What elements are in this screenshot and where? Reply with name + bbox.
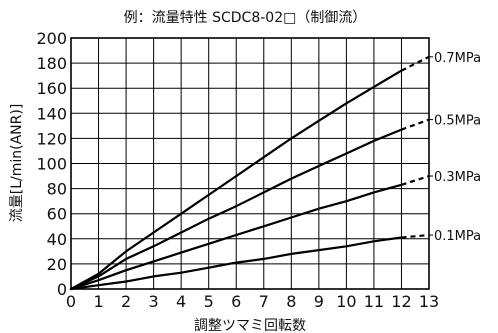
series-label-0-3mpa: 0.3MPa: [434, 170, 481, 185]
y-tick-label: 180: [36, 54, 67, 73]
x-tick-label: 0: [66, 292, 76, 311]
series-extrapolation-0-5mpa: [401, 118, 430, 131]
series-line-0-3mpa: [69, 183, 403, 291]
series-label-0-1mpa: 0.1MPa: [434, 229, 481, 244]
y-tick-label: 60: [47, 205, 67, 224]
x-ticks: 0 1 2 3 4 5 6 7 8 9 10 11 12 13: [66, 292, 439, 311]
x-tick-label: 9: [314, 292, 324, 311]
x-tick-label: 7: [259, 292, 269, 311]
y-tick-label: 160: [36, 79, 67, 98]
x-tick-label: 5: [204, 292, 214, 311]
series-lines: [69, 55, 430, 291]
series-labels: 0.7MPa 0.5MPa 0.3MPa 0.1MPa: [429, 51, 481, 244]
y-tick-label: 200: [36, 29, 67, 48]
chart-title: 例：流量特性 SCDC8-02□（制御流）: [124, 10, 367, 26]
x-tick-label: 10: [336, 292, 356, 311]
y-tick-label: 80: [47, 180, 67, 199]
y-tick-label: 0: [57, 280, 67, 299]
x-tick-label: 1: [93, 292, 103, 311]
series-extrapolation-0-1mpa: [401, 233, 430, 239]
x-tick-label: 8: [286, 292, 296, 311]
y-tick-label: 20: [47, 255, 67, 274]
series-extrapolation-0-3mpa: [401, 175, 430, 186]
x-tick-label: 3: [149, 292, 159, 311]
y-axis-label: 流量[L/min(ANR)]: [9, 104, 25, 223]
x-tick-label: 6: [231, 292, 241, 311]
series-label-0-5mpa: 0.5MPa: [434, 114, 481, 129]
plot-frame: [70, 37, 430, 290]
y-ticks: 0 20 40 60 80 100 120 140 160 180 200: [36, 29, 67, 299]
x-tick-label: 13: [419, 292, 439, 311]
y-tick-label: 140: [36, 104, 67, 123]
series-line-0-7mpa: [69, 69, 403, 291]
x-tick-label: 2: [121, 292, 131, 311]
series-line-0-1mpa: [69, 236, 403, 291]
y-tick-label: 100: [36, 155, 67, 174]
series-line-0-5mpa: [69, 128, 403, 291]
x-tick-label: 12: [391, 292, 411, 311]
x-tick-label: 4: [176, 292, 186, 311]
y-tick-label: 40: [47, 230, 67, 249]
series-label-0-7mpa: 0.7MPa: [434, 51, 481, 66]
x-tick-label: 11: [364, 292, 384, 311]
series-extrapolation-0-7mpa: [401, 55, 430, 72]
x-axis-label: 調整ツマミ回転数: [194, 318, 306, 333]
y-tick-label: 120: [36, 129, 67, 148]
